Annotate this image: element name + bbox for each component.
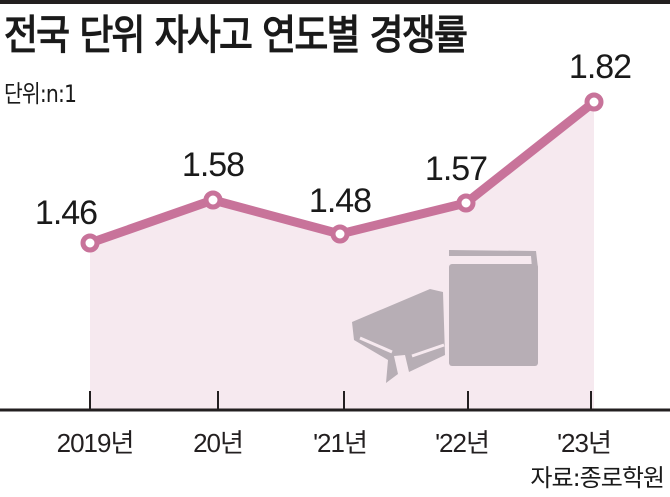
x-ticks: [89, 391, 592, 410]
books-icon: [352, 250, 538, 383]
chart-title: 전국 단위 자사고 연도별 경쟁률: [4, 11, 468, 59]
marker-2021: [330, 224, 350, 244]
marker-2020: [203, 190, 223, 210]
x-label-2022: '22년: [435, 428, 489, 458]
marker-2019: [80, 233, 100, 253]
value-label-2019: 1.46: [35, 194, 97, 232]
top-rule: [0, 0, 670, 4]
marker-2022: [456, 193, 476, 213]
x-label-2019: 2019년: [57, 428, 134, 458]
data-markers: [80, 92, 604, 253]
value-label-2022: 1.57: [425, 150, 487, 188]
value-label-2020: 1.58: [182, 146, 244, 184]
x-label-2021: '21년: [313, 428, 367, 458]
value-label-2023: 1.82: [569, 48, 631, 86]
x-label-2023: '23년: [557, 428, 611, 458]
value-label-2021: 1.48: [309, 182, 371, 220]
unit-label: 단위:n:1: [4, 80, 77, 108]
x-label-2020: 20년: [193, 428, 243, 458]
source-label: 자료:종로학원: [530, 464, 665, 492]
marker-2023: [584, 92, 604, 112]
